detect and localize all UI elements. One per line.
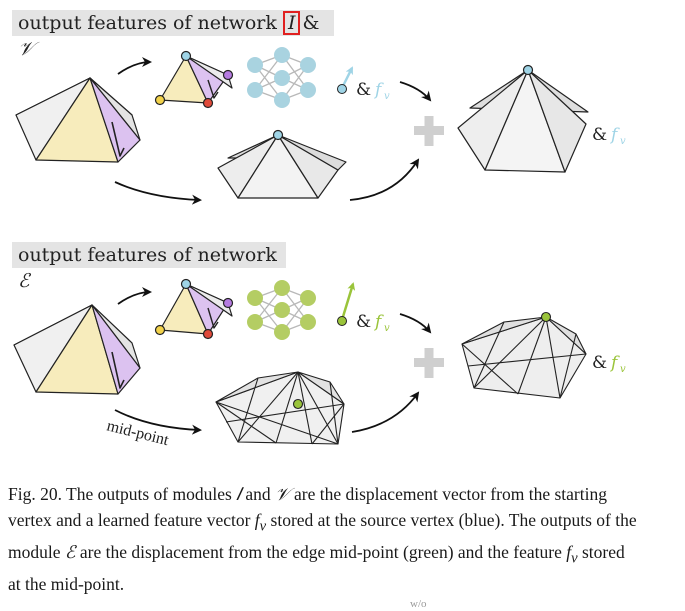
figure-caption: Fig. 20. The outputs of modules 𝐼 and 𝒱 … [8, 482, 640, 597]
feature-label-sub: v [384, 91, 390, 102]
vertex-neighborhood-top [154, 50, 234, 109]
result-mesh-bottom [461, 311, 587, 399]
displacement-vector-bottom [337, 282, 356, 326]
highlighted-I-symbol[interactable]: 𝐼 [282, 11, 301, 35]
midpoint-label: mid-point [105, 417, 171, 449]
caption-f2: f [566, 541, 572, 562]
feature-label-amp-bottom: & [356, 312, 371, 332]
result-label-sub: v [620, 136, 626, 147]
caption-part4: stored at the source vertex (blue). The … [8, 509, 637, 562]
plus-sign-top [414, 116, 444, 146]
arrow-feature-to-plus-top [399, 81, 432, 102]
input-mesh-pyramid-top [15, 77, 141, 163]
feature-label-amp: & [356, 80, 371, 100]
feature-label-sub-bottom: v [384, 323, 390, 334]
caption-sym-I: 𝐼 [236, 484, 242, 504]
result-label-f: f [609, 125, 620, 145]
arrow-to-subdivided-bottom [114, 409, 202, 435]
result-label-amp: & [592, 125, 607, 145]
E-symbol: ℰ [18, 270, 30, 292]
amp-symbol: & [302, 12, 320, 34]
input-mesh-pyramid-bottom [13, 304, 141, 395]
feature-label-f-bottom: f [373, 312, 384, 332]
neural-network-icon-green [247, 280, 316, 340]
caption-sym-V: 𝒱 [275, 484, 290, 504]
caption-sub: v [259, 518, 267, 534]
result-label-f-bottom: f [609, 353, 620, 373]
result-mesh-top [457, 64, 589, 173]
edge-neighborhood-bottom [154, 278, 234, 340]
caption-f: f [254, 509, 260, 530]
cropped-footnote: w/o [410, 598, 427, 610]
caption-part1: Fig. 20. The outputs of modules [8, 484, 237, 504]
figure-diagram: & f v & f v [13, 47, 626, 449]
subdivided-mesh-bottom [215, 371, 345, 445]
feature-label-f: f [373, 80, 384, 100]
arrow-to-plus-top [349, 158, 420, 201]
arrow-to-neighborhood-bottom [117, 287, 152, 305]
caption-part6: stored at the mid-point. [8, 541, 625, 594]
arrow-to-source-mesh-top [114, 181, 202, 205]
arrow-feature-to-plus-bottom [399, 313, 432, 334]
V-symbol: 𝒱 [18, 38, 34, 60]
caption-sym-E: ℰ [64, 541, 76, 562]
section-label-E: output features of network ℰ [12, 242, 286, 292]
caption-part2: and [241, 484, 276, 504]
plus-sign-bottom [414, 348, 444, 378]
result-label-amp-bottom: & [592, 353, 607, 373]
caption-part5: are the displacement from the edge mid-p… [75, 541, 567, 562]
section-label-text: output features of network [18, 12, 283, 34]
caption-part3: are the displacement vector from the sta… [8, 484, 607, 530]
caption-sub2: v [571, 550, 578, 566]
result-label-sub-bottom: v [620, 364, 626, 375]
arrow-to-neighborhood-top [117, 57, 152, 75]
neural-network-icon-blue [247, 47, 316, 108]
arrow-to-plus-bottom [351, 391, 420, 433]
displacement-vector-top [337, 66, 354, 94]
source-vertex-mesh-top [217, 129, 347, 199]
section-label-IV: output features of network 𝐼 & 𝒱 [12, 10, 334, 60]
section-label-text: output features of network [18, 244, 277, 266]
